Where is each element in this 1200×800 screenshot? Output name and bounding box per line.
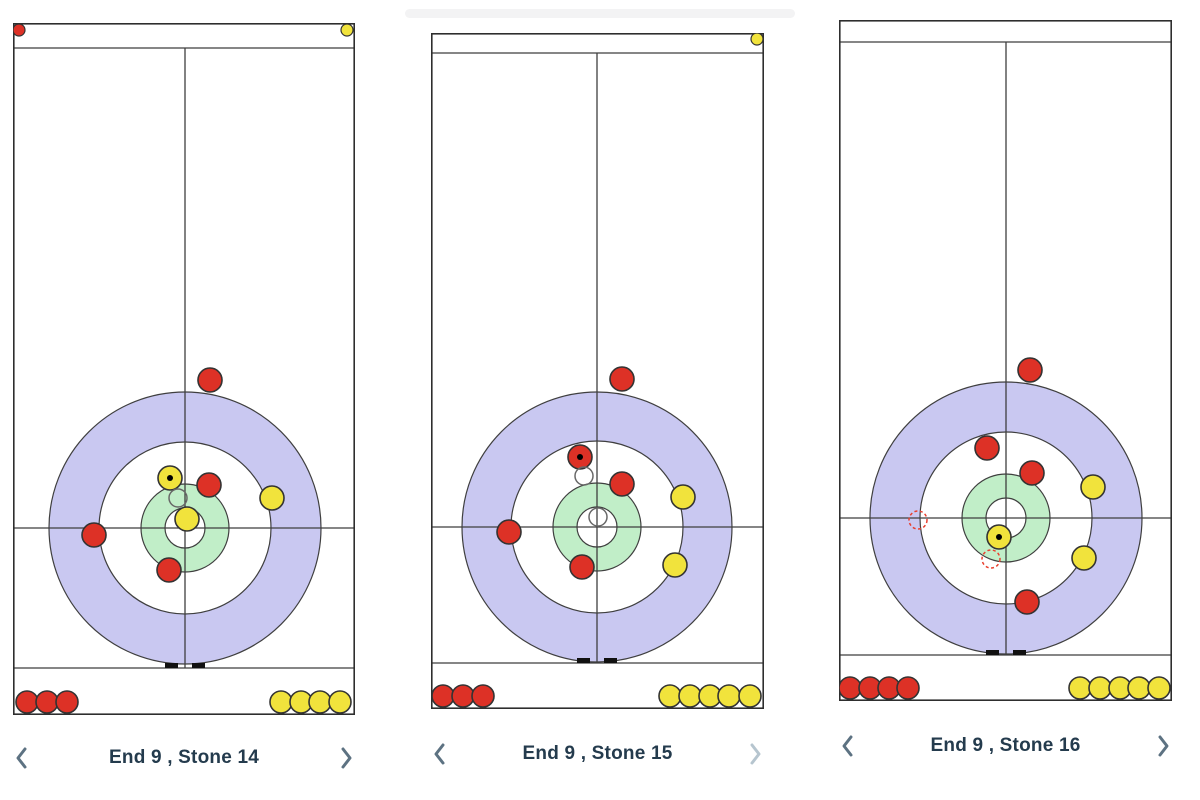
stone-yellow <box>738 684 762 708</box>
hack-left <box>986 650 999 655</box>
chevron-left-icon <box>842 735 853 757</box>
stone-red <box>896 676 920 700</box>
stone-yellow <box>670 484 696 510</box>
stone-yellow <box>340 23 354 37</box>
curling-sheet <box>839 20 1172 701</box>
stone-red <box>55 690 79 714</box>
stone-red <box>196 472 222 498</box>
stone-yellow <box>658 684 682 708</box>
stone-yellow <box>1088 676 1112 700</box>
ghost-stone <box>168 488 188 508</box>
ghost-stone <box>574 466 594 486</box>
stone-yellow <box>328 690 352 714</box>
hack-right <box>192 663 205 668</box>
stone-navigator: End 9 , Stone 14 <box>11 741 357 775</box>
stone-red <box>13 23 26 37</box>
stone-red <box>609 471 635 497</box>
stone-yellow <box>174 506 200 532</box>
ghost-stone <box>981 549 1001 569</box>
sheet-border <box>13 23 355 715</box>
next-stone-button[interactable] <box>1152 731 1174 761</box>
hack-right <box>604 658 617 663</box>
prev-stone-button[interactable] <box>837 731 859 761</box>
stone-label: End 9 , Stone 14 <box>109 747 259 768</box>
stone-yellow <box>269 690 293 714</box>
chevron-right-icon <box>1158 735 1169 757</box>
stone-yellow <box>750 33 764 46</box>
stone-yellow <box>1147 676 1171 700</box>
shot-panel-stone-14: End 9 , Stone 14 <box>13 23 355 769</box>
next-stone-button[interactable] <box>335 743 357 773</box>
scroll-hint-bar <box>405 9 795 18</box>
marked-stone-dot <box>996 534 1002 540</box>
shot-panel-stone-16: End 9 , Stone 16 <box>839 20 1172 757</box>
stone-yellow <box>1080 474 1106 500</box>
hack-left <box>165 663 178 668</box>
stone-red <box>569 554 595 580</box>
stone-red <box>1019 460 1045 486</box>
prev-stone-button[interactable] <box>11 743 33 773</box>
stone-label: End 9 , Stone 16 <box>930 735 1081 756</box>
stone-yellow <box>1127 676 1151 700</box>
chevron-left-icon <box>16 747 27 769</box>
stone-red <box>609 366 635 392</box>
stone-yellow <box>678 684 702 708</box>
stone-label: End 9 , Stone 15 <box>522 743 673 764</box>
prev-stone-button[interactable] <box>429 739 451 769</box>
stone-red <box>471 684 495 708</box>
stone-red <box>1014 589 1040 615</box>
sheet-border <box>839 20 1172 701</box>
stone-red <box>451 684 475 708</box>
stone-red <box>839 676 862 700</box>
chevron-left-icon <box>434 743 445 765</box>
stone-yellow <box>259 485 285 511</box>
stone-yellow <box>1071 545 1097 571</box>
stone-red <box>35 690 59 714</box>
curling-sheet <box>13 23 355 715</box>
stone-red <box>431 684 455 708</box>
stone-yellow <box>717 684 741 708</box>
stone-red <box>15 690 39 714</box>
hack-left <box>577 658 590 663</box>
stone-yellow <box>1068 676 1092 700</box>
chevron-right-icon <box>750 743 761 765</box>
next-stone-button[interactable] <box>744 739 766 769</box>
stone-red <box>156 557 182 583</box>
stone-red <box>974 435 1000 461</box>
stone-red <box>496 519 522 545</box>
stone-yellow <box>662 552 688 578</box>
shot-panel-stone-15: End 9 , Stone 15 <box>405 9 795 765</box>
curling-sheet <box>431 33 764 709</box>
stone-red <box>1017 357 1043 383</box>
chevron-right-icon <box>341 747 352 769</box>
stone-yellow <box>308 690 332 714</box>
stone-red <box>81 522 107 548</box>
stone-red <box>197 367 223 393</box>
ghost-stone <box>908 510 928 530</box>
hack-right <box>1013 650 1026 655</box>
marked-stone-dot <box>577 454 583 460</box>
ghost-stone <box>588 507 608 527</box>
stone-navigator: End 9 , Stone 15 <box>429 737 766 771</box>
stone-navigator: End 9 , Stone 16 <box>837 729 1174 763</box>
marked-stone-dot <box>167 475 173 481</box>
sheet-border <box>431 33 764 709</box>
